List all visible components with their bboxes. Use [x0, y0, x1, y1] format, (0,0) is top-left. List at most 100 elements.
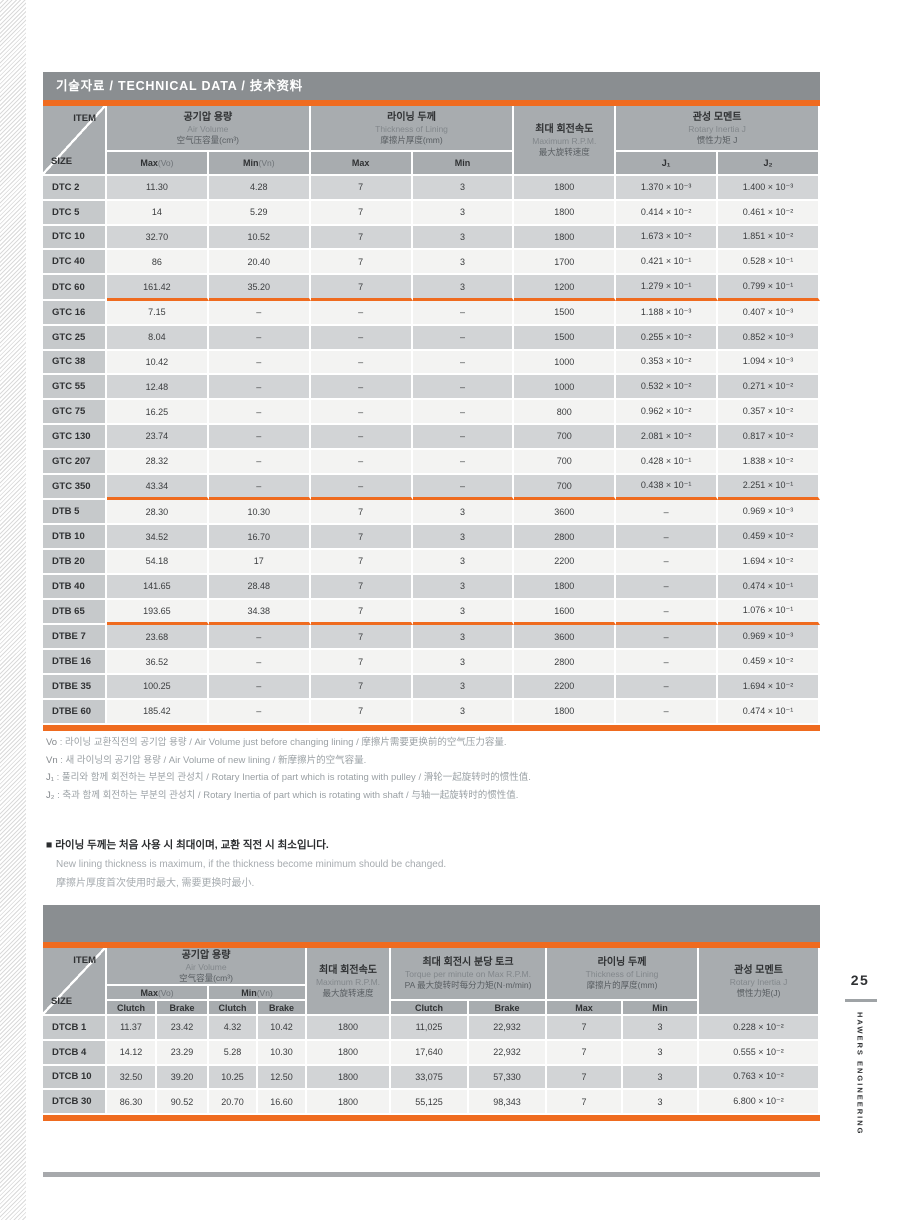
data-cell: 193.65	[107, 599, 209, 626]
subheader-lining-min: Min	[623, 1001, 700, 1016]
data-cell: 3	[412, 599, 515, 626]
row-size-label: DTCB 4	[43, 1040, 107, 1066]
table1-bottom-orange-rule	[43, 724, 820, 731]
data-cell: 33,075	[391, 1065, 470, 1091]
data-cell: 86	[107, 250, 209, 276]
note-ko-text: 라이닝 두께는 처음 사용 시 최대이며, 교환 직전 시 최소입니다.	[55, 839, 329, 851]
header-ko: 최대 회전속도	[319, 964, 377, 976]
data-cell: –	[616, 599, 719, 626]
subheader-lining-max: Max	[310, 152, 413, 176]
sub-dim: (Vn)	[258, 158, 275, 168]
data-cell: 10.25	[209, 1065, 258, 1091]
data-cell: 10.30	[258, 1040, 308, 1066]
row-size-label: GTC 130	[43, 424, 107, 450]
data-cell: –	[208, 674, 311, 700]
data-cell: 7	[310, 275, 413, 301]
footnote-vo: Vo : 라이닝 교환직전의 공기압 용량 / Air Volume just …	[46, 734, 806, 752]
data-cell: –	[208, 699, 311, 725]
sub-dim: (Vo)	[157, 158, 174, 168]
note-ko: ■ 라이닝 두께는 처음 사용 시 최대이며, 교환 직전 시 최소입니다.	[46, 836, 806, 855]
data-cell: 86.30	[107, 1090, 157, 1116]
data-cell: 2800	[514, 525, 617, 550]
table-row: DTCB 1 11.37 23.42 4.32 10.42 1800 11,025 22,93…	[43, 1016, 820, 1041]
data-cell: 1.400 × 10⁻³	[718, 176, 820, 201]
data-cell: 3	[623, 1065, 700, 1091]
data-cell: 0.428 × 10⁻¹	[616, 449, 719, 475]
lining-note: ■ 라이닝 두께는 처음 사용 시 최대이며, 교환 직전 시 최소입니다. N…	[46, 836, 806, 893]
data-cell: 0.474 × 10⁻¹	[718, 574, 820, 600]
table-row: DTBE 16 36.52–7 3 2800–0.459 × 10⁻²	[43, 650, 820, 675]
col-header-max-rpm: 최대 회전속도 Maximum R.P.M. 最大旋转速度	[514, 106, 617, 176]
data-cell: –	[616, 650, 719, 675]
table2-orange-rule	[43, 942, 820, 948]
row-size-label: GTC 75	[43, 400, 107, 425]
row-size-label: DTC 10	[43, 225, 107, 251]
data-cell: 2.251 × 10⁻¹	[718, 474, 820, 501]
note-cn: 摩擦片厚度首次使用时最大, 需要更换时最小.	[56, 878, 255, 889]
data-cell: 1.694 × 10⁻²	[718, 674, 820, 700]
data-cell: 3	[412, 176, 515, 201]
data-cell: 4.28	[208, 176, 311, 201]
row-size-label: GTC 25	[43, 325, 107, 351]
header-cn: 最大旋转速度	[538, 146, 590, 157]
data-cell: 3	[623, 1016, 700, 1041]
note-en: New lining thickness is maximum, if the …	[56, 859, 447, 870]
header-cn: 空气压容量(cm³)	[176, 134, 239, 145]
data-cell: –	[310, 300, 413, 326]
data-cell: 700	[514, 449, 617, 475]
row-size-label: DTB 40	[43, 574, 107, 600]
data-cell: 23.74	[107, 424, 209, 450]
table-row: DTB 20 54.18 17 7 3 2200–1.694 × 10⁻²	[43, 549, 820, 575]
data-cell: 3	[412, 574, 515, 600]
table-row: DTC 2 11.30 4.28 7 3 1800 1.370 × 10⁻³ 1.400 × …	[43, 176, 820, 201]
data-cell: –	[208, 375, 311, 401]
brand-vertical: HAWERS ENGINEERING	[830, 1012, 890, 1136]
data-cell: 161.42	[107, 275, 209, 301]
data-cell: 20.40	[208, 250, 311, 276]
row-size-label: DTBE 60	[43, 699, 107, 725]
data-cell: 800	[514, 400, 617, 425]
data-cell: –	[310, 325, 413, 351]
data-cell: 23.68	[107, 625, 209, 651]
col-header-air-volume: 공기압 용량 Air Volume 空气容量(cm³)	[107, 948, 308, 986]
data-cell: 23.42	[157, 1016, 209, 1041]
data-cell: 7	[310, 200, 413, 226]
row-size-label: DTCB 1	[43, 1016, 107, 1041]
data-cell: 7	[547, 1065, 624, 1091]
table2-body: DTCB 1 11.37 23.42 4.32 10.42 1800 11,025 22,93…	[43, 1016, 820, 1116]
data-cell: 0.255 × 10⁻²	[616, 325, 719, 351]
col-header-max-rpm: 최대 회전속도 Maximum R.P.M. 最大旋转速度	[307, 948, 392, 1016]
data-cell: 57,330	[469, 1065, 548, 1091]
data-cell: 0.474 × 10⁻¹	[718, 699, 820, 725]
table-row: GTC 207 28.32– – –700 0.428 × 10⁻¹ 1.838 × 10…	[43, 449, 820, 475]
row-size-label: DTB 10	[43, 525, 107, 550]
footnote-colon: :	[60, 754, 63, 766]
header-en: Thickness of Lining	[585, 969, 659, 979]
page-number: 25	[850, 972, 870, 988]
footnote-colon: :	[59, 737, 63, 748]
header-ko: 공기압 용량	[181, 949, 231, 961]
data-cell: –	[310, 449, 413, 475]
footnote-text: 라이닝 교환직전의 공기압 용량 / Air Volume just befor…	[65, 737, 507, 748]
data-cell: –	[616, 500, 719, 526]
header-cn: 摩擦片厚度(mm)	[380, 134, 443, 145]
table2-header-band	[43, 905, 820, 942]
data-cell: –	[616, 525, 719, 550]
data-cell: –	[208, 300, 311, 326]
data-cell: 10.52	[208, 225, 311, 251]
header-en: Maximum R.P.M.	[315, 976, 381, 987]
table-row: DTCB 30 86.30 90.52 20.70 16.60 1800 55,125 98,…	[43, 1090, 820, 1116]
data-cell: 7	[310, 625, 413, 651]
header-en: Thickness of Lining	[375, 123, 448, 134]
data-cell: 0.407 × 10⁻³	[718, 300, 820, 326]
corner-item-label: ITEM	[73, 955, 96, 966]
header-en: Rotary Inertia J	[729, 976, 788, 987]
data-cell: 1600	[514, 599, 617, 626]
header-ko: 라이닝 두께	[387, 111, 436, 123]
sub-bold: Min	[454, 158, 471, 168]
data-cell: 1000	[514, 350, 617, 376]
data-cell: 0.459 × 10⁻²	[718, 525, 820, 550]
data-cell: 1800	[307, 1016, 392, 1041]
table-row: DTC 40 86 20.40 7 3 1700 0.421 × 10⁻¹ 0.528 × 1…	[43, 250, 820, 276]
data-cell: 0.271 × 10⁻²	[718, 375, 820, 401]
